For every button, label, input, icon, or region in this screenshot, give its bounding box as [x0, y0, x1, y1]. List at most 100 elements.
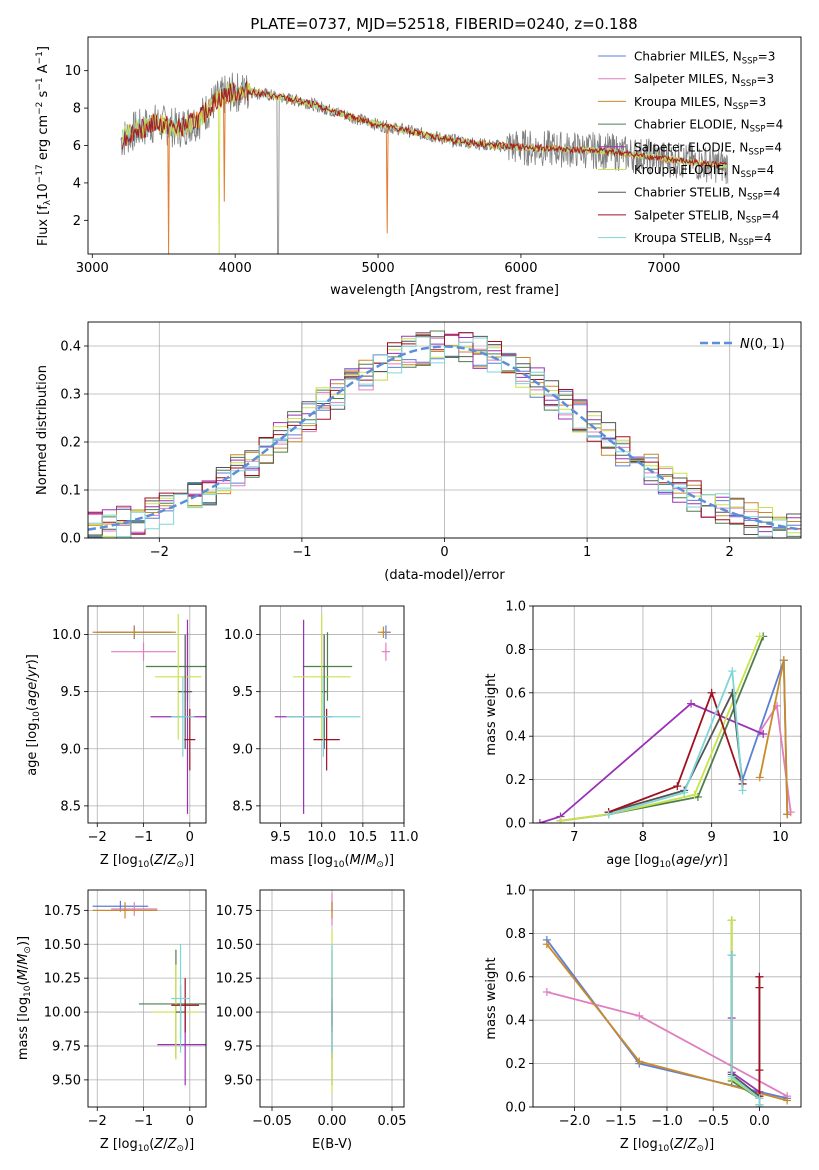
legend-sub: SSP: [746, 215, 762, 225]
label-part: Z: [687, 1137, 698, 1152]
plot-area: [120, 72, 729, 254]
x-tick-label: 10: [772, 830, 789, 845]
y-tick-label: 1.0: [505, 600, 526, 615]
plot-area: [92, 613, 206, 814]
legend-label: Kroupa STELIB, NSSP=4: [634, 231, 772, 248]
series-marker: [542, 940, 551, 949]
data-point: [302, 632, 353, 701]
y-axis-label: age [log10(age/yr)]: [25, 654, 42, 776]
x-tick-label: 2: [726, 545, 734, 560]
y-tick-label: 9.0: [232, 742, 253, 757]
series-marker: [755, 1066, 764, 1075]
label-part: )]: [384, 853, 394, 868]
legend: N(0, 1): [700, 337, 785, 352]
label-part: 10: [23, 985, 33, 997]
residual-histogram: [88, 336, 801, 538]
figure-title: PLATE=0737, MJD=52518, FIBERID=0240, z=0…: [250, 15, 637, 33]
legend-suffix: =3: [749, 95, 767, 109]
series-marker: [542, 987, 551, 996]
x-tick-label: 0.00: [318, 1114, 347, 1129]
y-axis-label: mass weight: [484, 673, 499, 755]
y-tick-label: 10.50: [216, 938, 253, 953]
x-tick-label: 10.0: [307, 830, 336, 845]
label-part: /: [683, 1137, 688, 1152]
x-tick-label: 1: [583, 545, 591, 560]
data-point: [155, 613, 202, 740]
series-marker: [783, 1096, 792, 1105]
y-tick-label: 0.8: [505, 643, 526, 658]
data-point: [171, 944, 190, 1053]
y-tick-label: 0.0: [60, 532, 81, 547]
label-part: (: [671, 853, 676, 868]
series-marker: [738, 786, 747, 795]
x-tick-label: 0.05: [378, 1114, 407, 1129]
label-part: (0, 1): [750, 337, 785, 352]
series-marker: [755, 632, 764, 641]
label-part: ⊙: [176, 860, 184, 870]
label-part: Z: [153, 1137, 164, 1152]
legend-sub: SSP: [750, 125, 766, 135]
label-part: age: [676, 853, 700, 868]
x-tick-label: 10.5: [348, 830, 377, 845]
y-tick-label: 0.2: [505, 1057, 526, 1072]
label-part: )]: [16, 936, 31, 946]
plot-area: [92, 900, 206, 1086]
legend-suffix: =4: [764, 140, 782, 154]
x-tick-label: −1: [134, 830, 153, 845]
x-tick-label: 3000: [76, 261, 109, 276]
y-axis-label: mass weight: [484, 957, 499, 1039]
x-tick-label: 0.0: [749, 1114, 770, 1129]
normal-curve: [88, 345, 801, 531]
legend-label: Salpeter ELODIE, NSSP=4: [634, 140, 782, 157]
label-part: (: [149, 853, 154, 868]
x-tick-label: −1.5: [605, 1114, 637, 1129]
label-part: /: [700, 853, 705, 868]
legend-text: Kroupa ELODIE, N: [634, 163, 741, 177]
x-axis-label: mass [log10(M/M⊙)]: [270, 853, 394, 870]
data-point: [111, 642, 176, 661]
data-point: [171, 978, 200, 1033]
series-marker: [727, 1072, 736, 1081]
label-part: 10: [138, 860, 150, 870]
y-tick-label: 2: [73, 214, 81, 229]
x-axis-label: Z [log10(Z/Z⊙)]: [100, 853, 194, 870]
x-tick-label: −2: [88, 1114, 107, 1129]
y-tick-label: 9.5: [232, 685, 253, 700]
label-part: Z [log: [620, 1137, 658, 1152]
legend-sub: SSP: [742, 57, 758, 67]
y-tick-label: 10.0: [52, 628, 81, 643]
x-tick-label: 7000: [647, 261, 680, 276]
x-tick-label: 0: [440, 545, 448, 560]
x-tick-label: −2: [150, 545, 169, 560]
label-part: −17: [35, 164, 45, 183]
plot-area: [535, 632, 795, 823]
legend-text: Chabrier STELIB, N: [634, 186, 747, 200]
series-marker: [779, 656, 788, 665]
y-tick-label: 9.5: [60, 685, 81, 700]
legend-text: Chabrier MILES, N: [634, 50, 742, 64]
label-part: ⊙: [176, 1144, 184, 1154]
series-marker: [673, 782, 682, 791]
data-point: [292, 613, 351, 740]
axes-frame: [87, 605, 207, 824]
x-tick-label: 5000: [362, 261, 395, 276]
panel-residuals: −2 −1 0 1 2 0.0 0.1 0.2 0.3 0.4 N(0, 1) (data-model…: [35, 321, 802, 583]
label-part: −1: [35, 51, 45, 64]
series-line: [608, 670, 744, 816]
x-tick-label: 0: [186, 1114, 194, 1129]
label-part: 10: [138, 1144, 150, 1154]
legend-label: Chabrier MILES, NSSP=3: [634, 50, 775, 67]
legend-suffix: =4: [756, 163, 774, 177]
legend-suffix: =4: [766, 118, 784, 132]
label-part: Z [log: [100, 853, 138, 868]
panel-weight_vs_age: 7 8 9 10 0.0 0.2 0.4 0.6 0.8 1.0 mass weight age [l…: [484, 600, 802, 870]
series-marker: [680, 788, 689, 797]
x-tick-label: −1.0: [651, 1114, 683, 1129]
label-part: M: [16, 969, 31, 980]
label-part: Z: [673, 1137, 684, 1152]
panel-spectrum: 3000 4000 5000 6000 7000 2 4 6 8 10 Chabrier MILES…: [35, 36, 802, 298]
data-point: [381, 642, 391, 661]
label-part: Flux [f: [36, 205, 51, 246]
y-tick-label: 0.2: [60, 436, 81, 451]
